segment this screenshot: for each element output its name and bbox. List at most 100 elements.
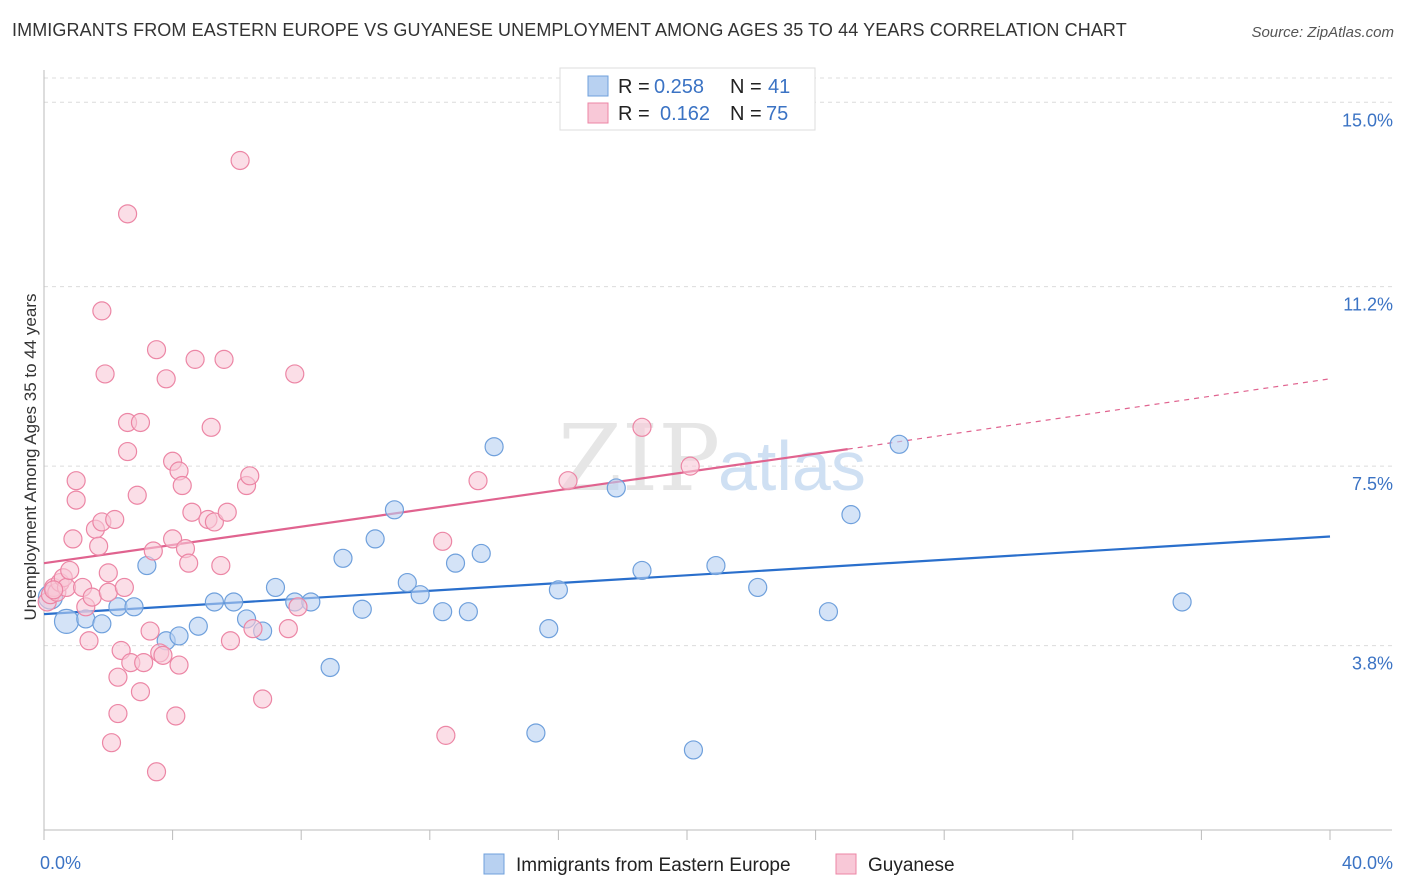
- data-point: [89, 536, 109, 556]
- x-tick-label: 40.0%: [1342, 853, 1393, 873]
- data-point: [214, 349, 234, 369]
- data-point: [211, 555, 231, 576]
- trend-line: [43, 535, 1331, 616]
- data-point: [278, 619, 298, 639]
- data-point: [44, 580, 64, 600]
- source-label: Source: ZipAtlas.com: [1251, 24, 1394, 41]
- chart-title: IMMIGRANTS FROM EASTERN EUROPE VS GUYANE…: [12, 20, 1127, 40]
- data-point: [458, 602, 478, 622]
- legend-r-label-1: R =: [618, 76, 650, 98]
- data-point: [134, 653, 154, 673]
- data-point: [680, 456, 700, 476]
- data-point: [92, 614, 112, 634]
- watermark: ZIP atlas: [558, 405, 866, 512]
- data-point: [204, 592, 224, 612]
- data-point: [433, 531, 453, 551]
- data-point: [146, 340, 167, 360]
- data-point: [105, 509, 125, 530]
- legend-swatch-immigrants: [587, 75, 609, 97]
- series-guyanese-points: [37, 150, 700, 782]
- data-point: [606, 478, 626, 498]
- data-point: [60, 560, 80, 581]
- data-point: [130, 412, 151, 433]
- y-tick-label: 7.5%: [1352, 474, 1393, 494]
- top-legend: R = 0.258 N = 41 R = 0.162 N = 75: [559, 67, 816, 131]
- data-point: [82, 587, 102, 607]
- series-immigrants-points: [37, 434, 1192, 760]
- data-point: [108, 703, 128, 724]
- data-point: [79, 631, 99, 651]
- data-point: [632, 560, 652, 581]
- legend-n-value-2: 75: [766, 103, 788, 125]
- data-point: [265, 577, 286, 598]
- data-point: [166, 706, 186, 726]
- bottom-legend-swatch-immigrants: [483, 853, 505, 875]
- data-point: [95, 364, 115, 384]
- watermark-atlas: atlas: [718, 427, 866, 505]
- data-point: [320, 657, 340, 678]
- tick-labels: 3.8% 7.5% 11.2% 15.0% 0.0% 40.0%: [40, 110, 1393, 873]
- bottom-legend-label-immigrants: Immigrants from Eastern Europe: [516, 855, 791, 876]
- data-point: [288, 597, 308, 617]
- data-point: [683, 740, 704, 760]
- data-point: [185, 349, 205, 369]
- y-tick-label: 3.8%: [1352, 654, 1393, 674]
- data-point: [230, 150, 250, 171]
- data-point: [484, 437, 504, 457]
- data-point: [818, 602, 839, 622]
- data-point: [153, 645, 173, 665]
- y-tick-label: 15.0%: [1342, 110, 1393, 130]
- data-point: [632, 417, 652, 437]
- data-point: [108, 667, 128, 687]
- data-point: [156, 369, 176, 389]
- trend-line-extension: [847, 378, 1331, 450]
- data-point: [146, 762, 167, 782]
- data-point: [117, 441, 138, 462]
- bottom-legend: Immigrants from Eastern Europe Guyanese: [483, 853, 955, 876]
- data-point: [63, 529, 83, 549]
- data-point: [526, 723, 546, 743]
- data-point: [220, 631, 241, 651]
- data-point: [445, 553, 466, 573]
- data-point: [66, 490, 86, 510]
- data-point: [188, 616, 208, 636]
- data-point: [253, 689, 273, 709]
- data-point: [365, 529, 385, 549]
- data-point: [841, 505, 861, 525]
- data-point: [179, 553, 199, 573]
- data-point: [548, 580, 569, 600]
- data-point: [410, 585, 430, 605]
- data-point: [169, 655, 189, 675]
- data-point: [889, 434, 909, 454]
- data-point: [201, 417, 221, 437]
- y-axis-label: Unemployment Among Ages 35 to 44 years: [21, 294, 40, 621]
- data-point: [243, 619, 263, 639]
- data-point: [748, 577, 768, 598]
- data-point: [706, 555, 726, 576]
- data-point: [124, 597, 144, 617]
- data-point: [92, 301, 112, 321]
- bottom-legend-label-guyanese: Guyanese: [868, 855, 955, 876]
- x-tick-label: 0.0%: [40, 853, 81, 873]
- data-point: [140, 621, 160, 641]
- data-point: [53, 608, 80, 634]
- data-point: [114, 577, 134, 598]
- legend-r-label-2: R =: [618, 103, 650, 125]
- data-point: [468, 471, 488, 491]
- data-point: [204, 512, 224, 532]
- data-point: [143, 541, 163, 561]
- data-point: [101, 733, 122, 753]
- data-point: [558, 471, 578, 491]
- data-point: [433, 602, 453, 622]
- data-point: [285, 364, 305, 384]
- legend-swatch-guyanese: [587, 102, 609, 124]
- bottom-legend-swatch-guyanese: [835, 853, 857, 875]
- legend-r-value-2: 0.162: [660, 103, 710, 125]
- data-point: [1172, 592, 1192, 612]
- legend-n-label-2: N =: [730, 103, 762, 125]
- data-point: [127, 485, 147, 505]
- data-point: [217, 502, 237, 522]
- data-point: [539, 619, 559, 639]
- legend-n-label-1: N =: [730, 76, 762, 98]
